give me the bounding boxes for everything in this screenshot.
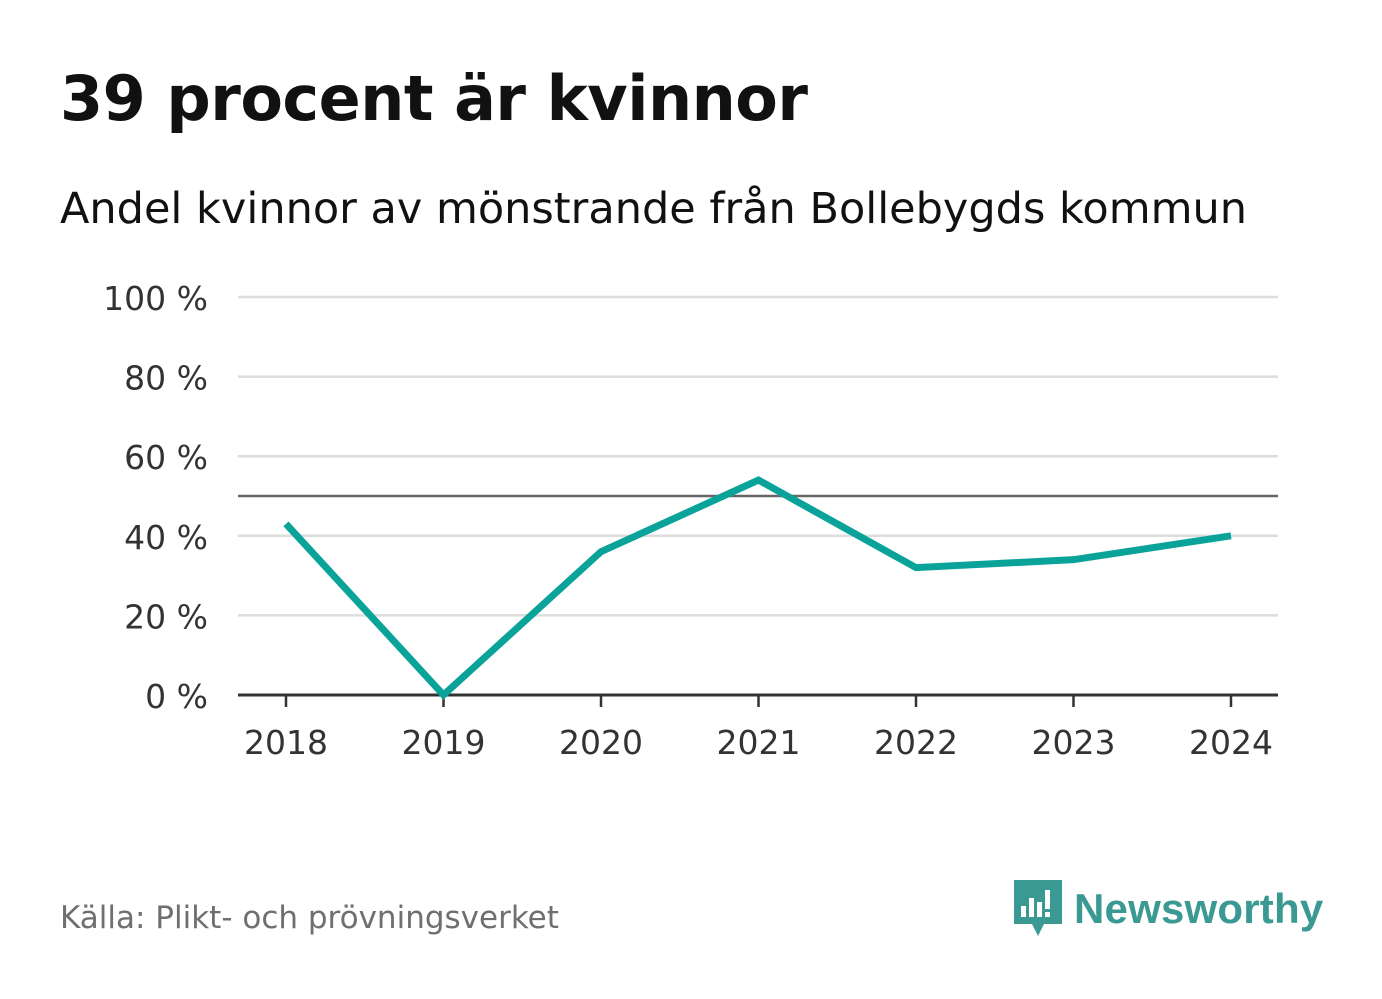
brand-name: Newsworthy bbox=[1074, 885, 1324, 932]
x-tick-label: 2021 bbox=[717, 723, 801, 762]
y-tick-label: 20 % bbox=[124, 597, 208, 636]
x-tick-label: 2023 bbox=[1032, 723, 1116, 762]
y-tick-label: 100 % bbox=[103, 279, 208, 318]
source-note: Källa: Plikt- och prövningsverket bbox=[60, 900, 559, 936]
y-tick-label: 40 % bbox=[124, 518, 208, 557]
chart-title: 39 procent är kvinnor bbox=[60, 62, 808, 135]
x-tick-label: 2022 bbox=[874, 723, 958, 762]
series-line-0 bbox=[283, 476, 1232, 700]
x-tick-label: 2018 bbox=[244, 723, 328, 762]
chart-subtitle: Andel kvinnor av mönstrande från Bolleby… bbox=[60, 184, 1247, 234]
x-tick-label: 2024 bbox=[1189, 723, 1273, 762]
brand-logo: Newsworthy bbox=[1012, 878, 1323, 940]
newsworthy-logo-icon bbox=[1014, 880, 1062, 936]
x-tick-label: 2020 bbox=[559, 723, 643, 762]
y-tick-label: 60 % bbox=[124, 438, 208, 477]
x-tick-label: 2019 bbox=[402, 723, 486, 762]
y-tick-label: 0 % bbox=[145, 677, 208, 716]
y-tick-label: 80 % bbox=[124, 359, 208, 398]
